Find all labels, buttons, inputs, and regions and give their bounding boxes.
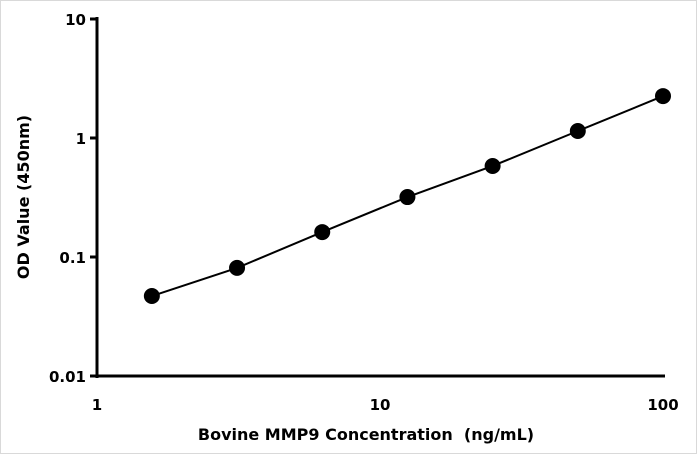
data-point	[484, 157, 501, 174]
y-tick-label: 0.01	[49, 368, 86, 386]
y-tick-label: 10	[65, 11, 86, 29]
data-point	[143, 288, 160, 305]
y-axis-label: OD Value (450nm)	[14, 115, 33, 279]
data-point	[655, 88, 671, 105]
y-tick-label: 1	[76, 130, 86, 148]
x-axis-label: Bovine MMP9 Concentration (ng/mL)	[198, 425, 534, 444]
x-tick-label: 10	[370, 396, 391, 414]
data-point	[229, 259, 246, 276]
data-point	[314, 224, 331, 241]
x-tick-label: 100	[647, 396, 678, 414]
data-point	[399, 189, 416, 206]
y-tick-label: 0.1	[59, 249, 86, 267]
x-tick-label: 1	[92, 396, 102, 414]
data-point	[569, 123, 586, 140]
